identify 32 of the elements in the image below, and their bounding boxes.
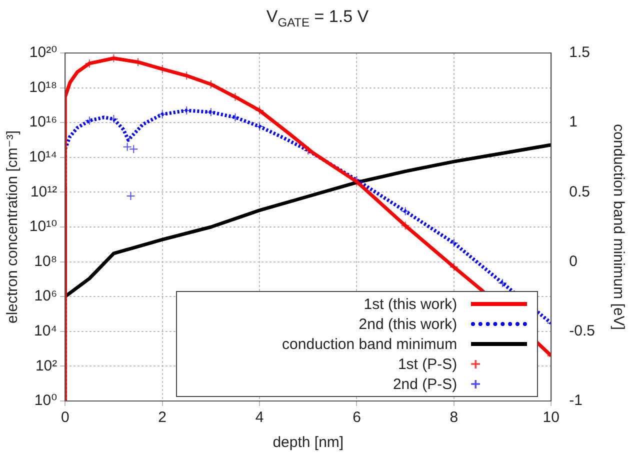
- y2-tick-label: 1.5: [569, 44, 590, 62]
- y2-axis-title: conduction band minimum [eV]: [610, 124, 627, 330]
- x-axis-title: depth [nm]: [272, 434, 344, 452]
- y-tick-label: 10²: [35, 357, 58, 374]
- chart-title: V$_{GATE}$ = 1.5 V: [265, 6, 370, 32]
- x-tick-label: 0: [60, 409, 70, 426]
- y2-tick-label: 1: [569, 114, 578, 131]
- y2-tick-label: 0.5: [569, 183, 590, 200]
- y-tick-label: 10⁰: [34, 392, 58, 410]
- x-tick-label: 4: [255, 409, 264, 426]
- y2-tick-label: 0: [569, 252, 578, 270]
- x-tick-label: 2: [158, 409, 166, 426]
- legend-label: 2nd (P-S): [392, 376, 458, 392]
- y-tick-label: 10⁶: [34, 288, 58, 305]
- y-tick-label: 10¹⁸: [29, 78, 58, 96]
- x-tick-label: 6: [352, 409, 361, 426]
- x-tick-label: 8: [450, 409, 458, 426]
- y-axis-title: electron concentration [cm⁻³]: [4, 130, 22, 324]
- y-tick-label: 10²⁰: [29, 44, 58, 62]
- y-tick-label: 10¹⁰: [29, 218, 58, 236]
- legend-label: 1st (P-S): [398, 356, 458, 372]
- y-tick-label: 10¹⁴: [29, 148, 58, 166]
- y2-tick-label: -1: [569, 392, 582, 410]
- legend-label: conduction band minimum: [282, 336, 458, 352]
- y-tick-label: 10⁴: [34, 322, 58, 340]
- y-tick-label: 10¹⁶: [29, 114, 58, 131]
- legend-label: 1st (this work): [364, 296, 458, 312]
- y-tick-label: 10¹²: [30, 183, 58, 200]
- y2-tick-label: -0.5: [569, 322, 596, 340]
- y-tick-label: 10⁸: [34, 252, 58, 270]
- legend-label: 2nd (this work): [358, 316, 458, 332]
- x-tick-label: 10: [542, 409, 560, 426]
